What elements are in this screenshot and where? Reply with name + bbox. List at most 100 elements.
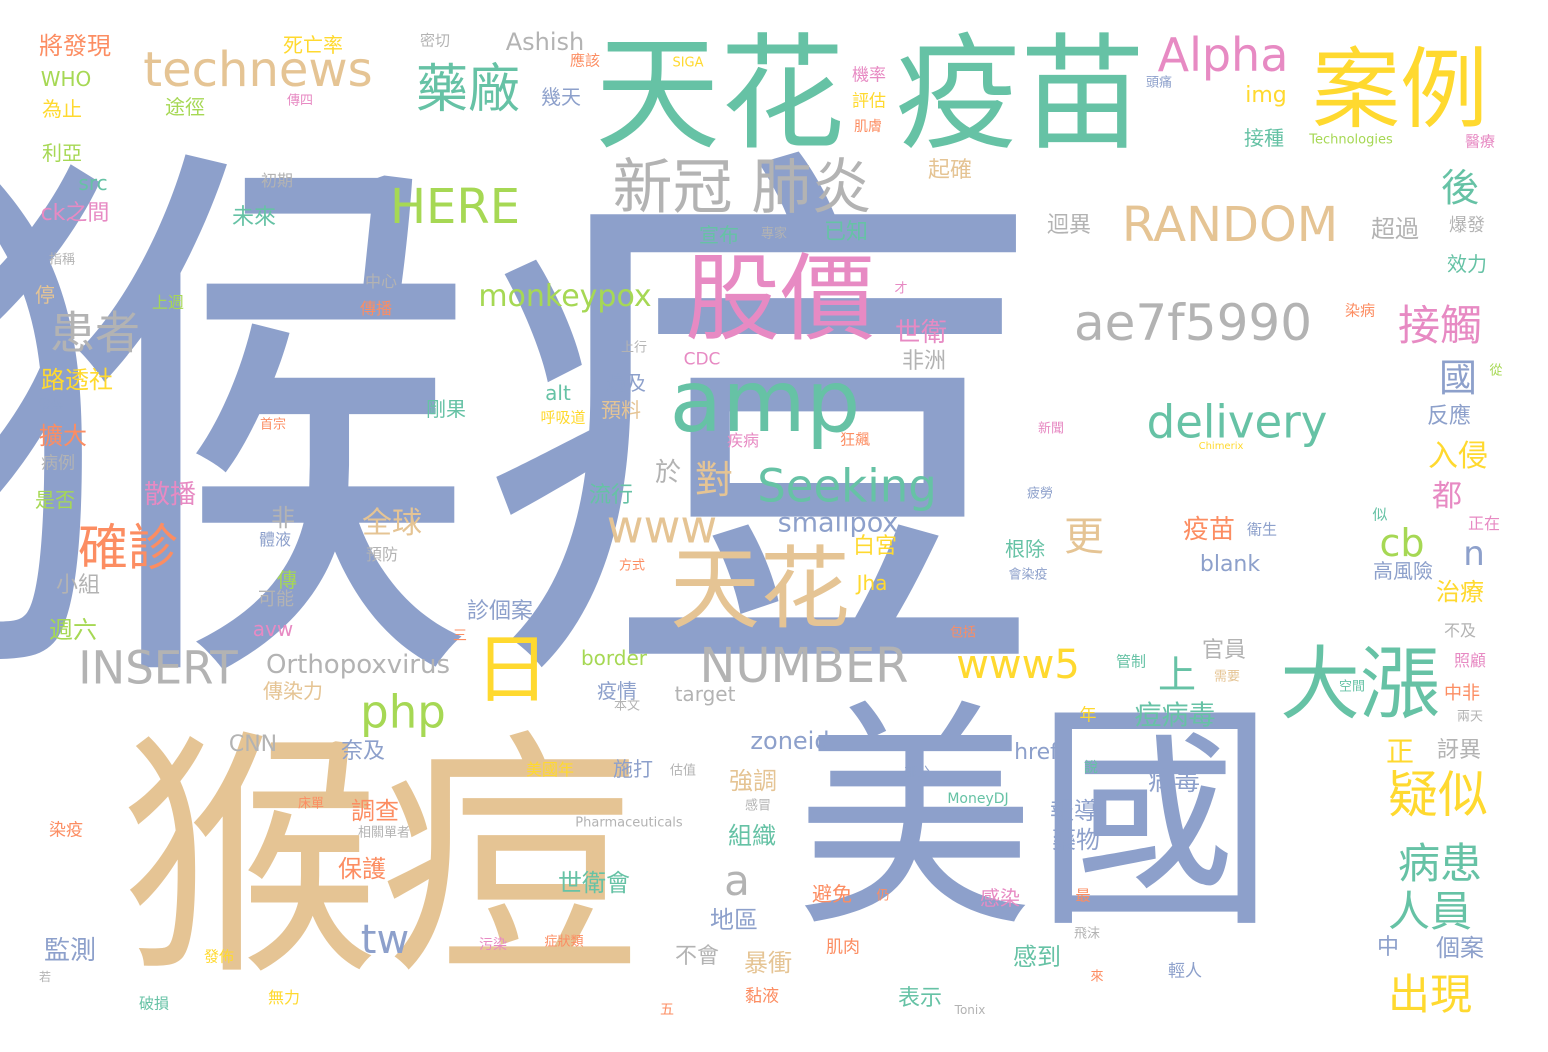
word-81: 擴大 (39, 422, 87, 450)
word-77: alt (545, 381, 571, 405)
word-48: 全球 (362, 506, 422, 541)
word-57: 機率 (852, 65, 886, 86)
word-195: 飛沫 (1073, 926, 1101, 942)
word-6: 美國 (794, 680, 1276, 960)
word-39: cb (1379, 521, 1425, 565)
word-186: 最 (1075, 886, 1091, 905)
word-12: 藥廠 (415, 60, 521, 120)
word-105: 正 (1385, 735, 1415, 768)
word-134: 傳播 (359, 299, 393, 318)
word-104: href (1014, 740, 1058, 765)
word-187: 黏液 (745, 986, 779, 1007)
word-44: 對 (694, 458, 734, 502)
word-36: 接觸 (1397, 301, 1483, 350)
word-90: blank (1199, 552, 1261, 577)
word-175: 年 (1079, 705, 1097, 726)
word-180: 估值 (669, 763, 697, 779)
word-14: HERE (389, 179, 521, 235)
word-35: 出現 (1387, 970, 1473, 1019)
word-188: 發佈 (203, 947, 235, 966)
word-148: 相關單者 (357, 825, 411, 841)
word-131: 於 (654, 458, 682, 488)
word-170: 染病 (1344, 301, 1376, 320)
word-124: 避免 (812, 882, 852, 906)
word-159: 才 (894, 281, 908, 297)
word-136: 停 (35, 283, 55, 307)
word-121: 中 (1376, 935, 1400, 960)
word-120: 監測 (43, 936, 97, 966)
word-184: 首宗 (259, 417, 287, 433)
word-116: 地區 (710, 906, 758, 934)
word-75: 非洲 (901, 349, 947, 374)
word-166: 會染疫 (1008, 567, 1048, 583)
word-65: 起確 (927, 158, 973, 183)
word-106: 訝異 (1436, 738, 1482, 763)
word-117: 不會 (674, 944, 720, 969)
word-110: 施打 (613, 757, 653, 781)
word-78: 遍及 (606, 371, 646, 395)
word-198: 從 (1489, 363, 1503, 379)
word-139: 病例 (41, 453, 75, 474)
word-93: 小組 (55, 573, 101, 598)
word-41: a (724, 856, 750, 905)
word-151: Chimerix (1198, 441, 1244, 452)
word-62: 利亞 (42, 141, 82, 165)
word-82: 反應 (1426, 404, 1472, 429)
word-193: 破損 (138, 994, 170, 1013)
word-194: 輕人 (1168, 961, 1202, 982)
word-4: 案例 (1311, 38, 1489, 141)
word-67: 超過 (1371, 215, 1419, 243)
word-101: 傳染力 (263, 679, 323, 703)
word-85: 流行 (588, 483, 634, 508)
word-52: 密切 (419, 31, 451, 50)
word-149: 床單 (297, 796, 325, 812)
word-158: 專家 (760, 226, 788, 242)
word-1: 猴痘 (0, 104, 1040, 756)
word-2: 疫苗 (895, 22, 1145, 168)
word-179: 美國年 (525, 760, 575, 779)
word-197: 若 (38, 970, 52, 984)
word-109: 強調 (729, 767, 777, 795)
word-89: 根除 (1005, 537, 1045, 561)
word-74: 世衛 (894, 318, 948, 348)
word-23: 日 (474, 625, 550, 714)
word-42: 更 (1064, 514, 1104, 560)
word-157: 頭痛 (1145, 75, 1173, 91)
word-76: 路透社 (41, 366, 113, 394)
word-58: img (1245, 83, 1287, 108)
word-47: zoneid (750, 727, 830, 755)
word-143: 體液 (258, 530, 292, 549)
word-152: SIGA (672, 55, 704, 71)
word-189: 污染 (479, 937, 507, 953)
word-32: 疑似 (1388, 766, 1488, 824)
word-73: 效力 (1447, 252, 1487, 276)
word-69: ck之間 (40, 201, 110, 226)
word-30: smallpox (777, 507, 899, 539)
word-122: 個案 (1436, 934, 1484, 962)
word-196: 來 (1090, 969, 1104, 985)
word-91: 高風險 (1373, 559, 1433, 583)
word-108: 病毒 (1147, 767, 1201, 797)
word-171: 不及 (1443, 621, 1477, 640)
word-26: 確診 (78, 519, 178, 577)
word-84: 散播 (143, 480, 197, 510)
word-27: 患者 (49, 306, 141, 360)
word-185: 仍 (876, 888, 890, 904)
word-169: 正在 (1467, 514, 1501, 533)
word-71: 宣布 (699, 223, 739, 247)
word-162: 疾病 (726, 431, 760, 450)
word-18: Seeking (757, 459, 937, 513)
word-80: 剛果 (426, 397, 466, 421)
word-79: 預料 (601, 398, 641, 422)
word-129: Jha (856, 571, 888, 595)
word-64: 初期 (260, 171, 294, 190)
word-24: php (360, 685, 446, 739)
word-50: 將發現 (39, 32, 111, 60)
word-61: 醫療 (1464, 132, 1496, 151)
word-96: avw (252, 617, 294, 641)
word-181: 部分 (903, 765, 931, 781)
word-177: 包括 (949, 625, 977, 641)
word-53: WHO (40, 67, 92, 91)
word-99: target (674, 682, 736, 706)
